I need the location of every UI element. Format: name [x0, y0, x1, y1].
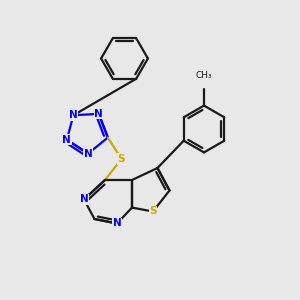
Text: N: N: [62, 135, 71, 145]
Text: S: S: [149, 206, 157, 217]
Text: N: N: [112, 218, 122, 229]
Text: N: N: [80, 194, 88, 205]
Text: N: N: [84, 148, 92, 159]
Text: N: N: [69, 110, 78, 120]
Text: S: S: [118, 154, 125, 164]
Text: N: N: [94, 109, 103, 119]
Text: CH₃: CH₃: [196, 71, 212, 80]
